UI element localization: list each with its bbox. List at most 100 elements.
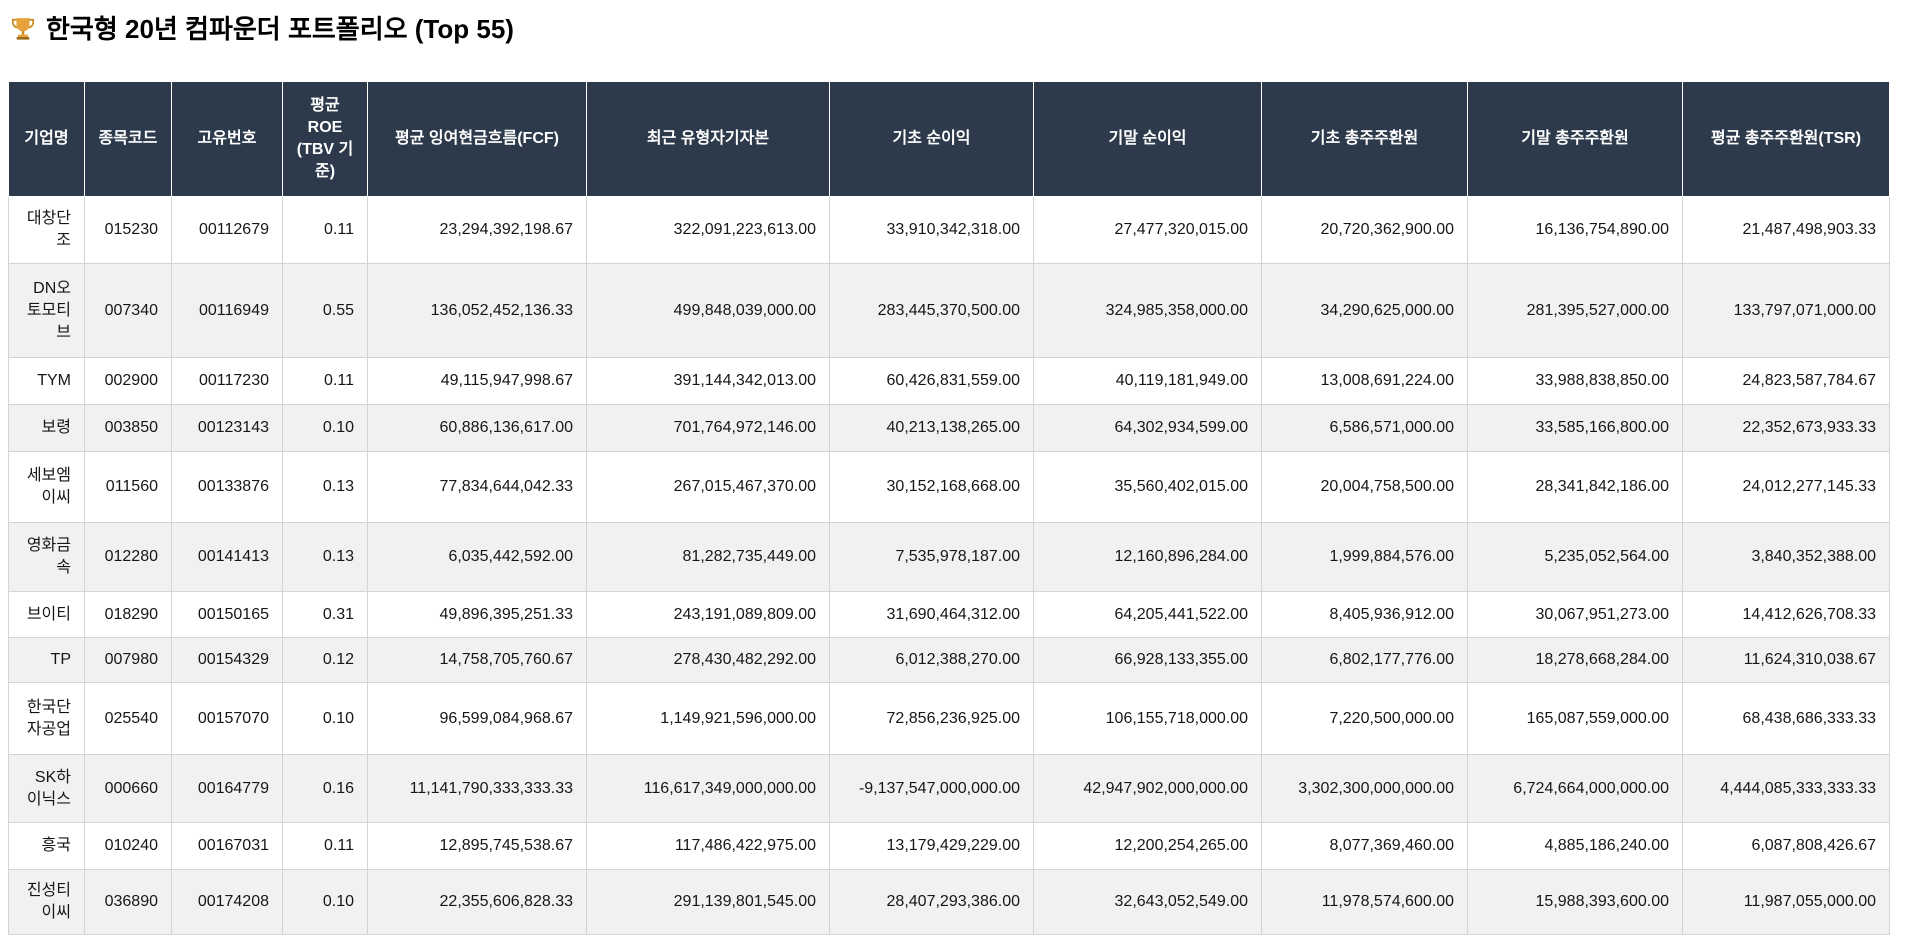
cell-final-net-income: 64,302,934,599.00 (1034, 405, 1262, 452)
cell-final-shareholder-return: 165,087,559,000.00 (1468, 683, 1683, 755)
cell-recent-tangible-equity: 267,015,467,370.00 (587, 452, 830, 523)
cell-avg-roe: 0.11 (283, 823, 368, 870)
cell-stock-code: 025540 (85, 683, 172, 755)
column-header-avg-tsr: 평균 총주주환원(TSR) (1683, 81, 1890, 197)
column-header-stock-code: 종목코드 (85, 81, 172, 197)
cell-avg-roe: 0.11 (283, 197, 368, 264)
cell-company-name: 흥국 (8, 823, 85, 870)
cell-avg-roe: 0.13 (283, 523, 368, 592)
cell-base-shareholder-return: 34,290,625,000.00 (1262, 264, 1468, 358)
cell-recent-tangible-equity: 116,617,349,000,000.00 (587, 755, 830, 823)
cell-base-net-income: 283,445,370,500.00 (830, 264, 1034, 358)
cell-final-net-income: 32,643,052,549.00 (1034, 870, 1262, 935)
cell-company-name: 한국단자공업 (8, 683, 85, 755)
cell-final-net-income: 42,947,902,000,000.00 (1034, 755, 1262, 823)
cell-final-net-income: 40,119,181,949.00 (1034, 358, 1262, 405)
cell-unique-id: 00150165 (172, 592, 283, 638)
cell-recent-tangible-equity: 391,144,342,013.00 (587, 358, 830, 405)
column-header-unique-id: 고유번호 (172, 81, 283, 197)
cell-stock-code: 036890 (85, 870, 172, 935)
cell-base-shareholder-return: 8,077,369,460.00 (1262, 823, 1468, 870)
cell-avg-tsr: 24,012,277,145.33 (1683, 452, 1890, 523)
cell-recent-tangible-equity: 499,848,039,000.00 (587, 264, 830, 358)
cell-base-net-income: 7,535,978,187.00 (830, 523, 1034, 592)
cell-avg-roe: 0.31 (283, 592, 368, 638)
cell-unique-id: 00167031 (172, 823, 283, 870)
table-row: 보령 003850 00123143 0.10 60,886,136,617.00 701… (8, 405, 1890, 452)
cell-unique-id: 00123143 (172, 405, 283, 452)
cell-base-shareholder-return: 11,978,574,600.00 (1262, 870, 1468, 935)
cell-base-net-income: 33,910,342,318.00 (830, 197, 1034, 264)
cell-stock-code: 012280 (85, 523, 172, 592)
cell-avg-fcf: 96,599,084,968.67 (368, 683, 587, 755)
cell-base-net-income: 60,426,831,559.00 (830, 358, 1034, 405)
cell-avg-roe: 0.13 (283, 452, 368, 523)
cell-avg-fcf: 49,115,947,998.67 (368, 358, 587, 405)
cell-base-shareholder-return: 7,220,500,000.00 (1262, 683, 1468, 755)
cell-company-name: 보령 (8, 405, 85, 452)
table-row: DN오토모티브 007340 00116949 0.55 136,052,452,136… (8, 264, 1890, 358)
cell-unique-id: 00116949 (172, 264, 283, 358)
cell-final-shareholder-return: 4,885,186,240.00 (1468, 823, 1683, 870)
cell-company-name: SK하이닉스 (8, 755, 85, 823)
trophy-icon (11, 18, 35, 40)
cell-base-shareholder-return: 13,008,691,224.00 (1262, 358, 1468, 405)
column-header-avg-roe: 평균 ROE (TBV 기준) (283, 81, 368, 197)
cell-final-net-income: 12,160,896,284.00 (1034, 523, 1262, 592)
cell-final-shareholder-return: 28,341,842,186.00 (1468, 452, 1683, 523)
cell-final-shareholder-return: 16,136,754,890.00 (1468, 197, 1683, 264)
column-header-avg-fcf: 평균 잉여현금흐름(FCF) (368, 81, 587, 197)
column-header-final-shareholder-return: 기말 총주주환원 (1468, 81, 1683, 197)
table-row: 세보엠이씨 011560 00133876 0.13 77,834,644,042.33… (8, 452, 1890, 523)
cell-unique-id: 00117230 (172, 358, 283, 405)
cell-avg-tsr: 21,487,498,903.33 (1683, 197, 1890, 264)
cell-avg-tsr: 24,823,587,784.67 (1683, 358, 1890, 405)
cell-final-net-income: 64,205,441,522.00 (1034, 592, 1262, 638)
cell-recent-tangible-equity: 291,139,801,545.00 (587, 870, 830, 935)
table-row: 브이티 018290 00150165 0.31 49,896,395,251.33 24… (8, 592, 1890, 638)
cell-base-shareholder-return: 20,004,758,500.00 (1262, 452, 1468, 523)
cell-base-shareholder-return: 6,802,177,776.00 (1262, 638, 1468, 683)
cell-base-net-income: 72,856,236,925.00 (830, 683, 1034, 755)
portfolio-table: 기업명 종목코드 고유번호 평균 ROE (TBV 기준) 평균 잉여현금흐름(FCF)… (8, 81, 1890, 935)
column-header-base-net-income: 기초 순이익 (830, 81, 1034, 197)
cell-base-net-income: 28,407,293,386.00 (830, 870, 1034, 935)
cell-recent-tangible-equity: 117,486,422,975.00 (587, 823, 830, 870)
cell-base-net-income: 13,179,429,229.00 (830, 823, 1034, 870)
cell-final-shareholder-return: 15,988,393,600.00 (1468, 870, 1683, 935)
cell-avg-tsr: 14,412,626,708.33 (1683, 592, 1890, 638)
table-row: 진성티이씨 036890 00174208 0.10 22,355,606,828.33… (8, 870, 1890, 935)
cell-stock-code: 010240 (85, 823, 172, 870)
cell-avg-fcf: 12,895,745,538.67 (368, 823, 587, 870)
table-row: 대창단조 015230 00112679 0.11 23,294,392,198.67 3… (8, 197, 1890, 264)
column-header-recent-tangible-equity: 최근 유형자기자본 (587, 81, 830, 197)
cell-avg-tsr: 68,438,686,333.33 (1683, 683, 1890, 755)
cell-recent-tangible-equity: 1,149,921,596,000.00 (587, 683, 830, 755)
table-row: TYM 002900 00117230 0.11 49,115,947,998.67 39… (8, 358, 1890, 405)
cell-unique-id: 00141413 (172, 523, 283, 592)
column-header-base-shareholder-return: 기초 총주주환원 (1262, 81, 1468, 197)
cell-base-net-income: 40,213,138,265.00 (830, 405, 1034, 452)
cell-avg-roe: 0.55 (283, 264, 368, 358)
cell-recent-tangible-equity: 701,764,972,146.00 (587, 405, 830, 452)
cell-final-net-income: 35,560,402,015.00 (1034, 452, 1262, 523)
table-row: 흥국 010240 00167031 0.11 12,895,745,538.67 117… (8, 823, 1890, 870)
cell-unique-id: 00174208 (172, 870, 283, 935)
table-row: 한국단자공업 025540 00157070 0.10 96,599,084,968.6… (8, 683, 1890, 755)
cell-base-net-income: 30,152,168,668.00 (830, 452, 1034, 523)
cell-avg-tsr: 6,087,808,426.67 (1683, 823, 1890, 870)
cell-final-shareholder-return: 18,278,668,284.00 (1468, 638, 1683, 683)
cell-stock-code: 007340 (85, 264, 172, 358)
column-header-company-name: 기업명 (8, 81, 85, 197)
cell-recent-tangible-equity: 322,091,223,613.00 (587, 197, 830, 264)
table-header-row: 기업명 종목코드 고유번호 평균 ROE (TBV 기준) 평균 잉여현금흐름(FCF)… (8, 81, 1890, 197)
cell-avg-fcf: 11,141,790,333,333.33 (368, 755, 587, 823)
cell-avg-roe: 0.11 (283, 358, 368, 405)
table-row: TP 007980 00154329 0.12 14,758,705,760.67 278… (8, 638, 1890, 683)
cell-avg-tsr: 3,840,352,388.00 (1683, 523, 1890, 592)
cell-avg-fcf: 22,355,606,828.33 (368, 870, 587, 935)
cell-final-shareholder-return: 5,235,052,564.00 (1468, 523, 1683, 592)
table-row: 영화금속 012280 00141413 0.13 6,035,442,592.00 81… (8, 523, 1890, 592)
cell-unique-id: 00157070 (172, 683, 283, 755)
